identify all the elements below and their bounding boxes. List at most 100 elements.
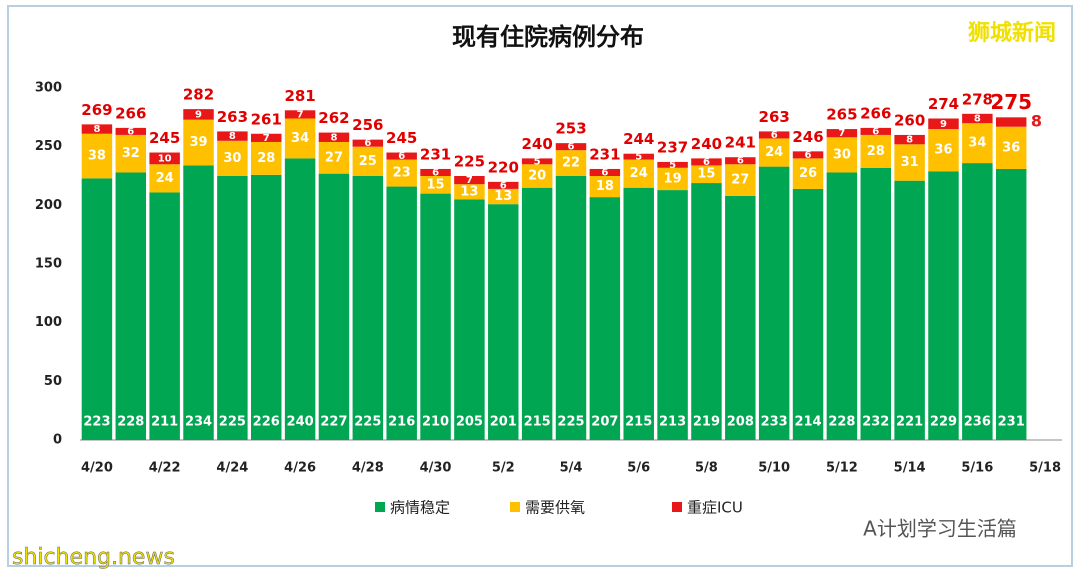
value-label: 8 [229,131,236,142]
value-label: 9 [195,109,202,120]
bar-segment [995,168,1027,440]
total-label: 241 [725,134,756,152]
value-label: 13 [494,189,512,204]
value-label: 34 [291,131,309,146]
value-label: 25 [359,154,377,169]
total-label: 263 [759,108,790,126]
value-label: 15 [427,177,445,192]
bar-segment [352,176,384,440]
total-label: 245 [386,129,417,147]
x-tick-label: 4/30 [420,461,452,476]
value-label: 8 [974,114,981,125]
value-label: 240 [287,415,314,430]
bar-segment [555,150,587,176]
value-label: 38 [88,149,106,164]
bar-segment [115,172,147,441]
value-label: 221 [896,415,923,430]
total-label: 261 [251,110,282,128]
value-label: 6 [398,151,405,162]
bar-segment [589,168,621,176]
bar-segment [792,151,824,159]
total-label: 237 [657,138,688,156]
bar-segment [521,158,553,165]
value-label: 6 [872,126,879,137]
bar-segment [792,158,824,189]
bar-segment [792,188,824,440]
bar-segment [555,143,587,151]
value-label: 223 [83,415,110,430]
bar-segment [115,127,147,135]
legend-swatch [510,502,520,512]
value-label: 27 [325,150,343,165]
y-tick-label: 300 [35,81,62,96]
bar-segment [826,137,858,173]
bar-segment [623,159,654,188]
value-label: 6 [805,150,812,161]
watermark: shicheng.news [12,545,175,570]
bar-segment [386,186,417,440]
bar-segment [691,183,722,441]
bar-segment [623,153,654,160]
value-label: 24 [630,166,648,181]
bar-segment [318,173,350,441]
x-tick-label: 5/12 [826,461,858,476]
value-label: 234 [185,415,212,430]
total-label: 262 [318,109,349,127]
bar-segment [420,168,451,176]
bar-segment [962,163,993,441]
value-label: 231 [998,415,1025,430]
value-label: 6 [568,142,575,153]
legend-label: 病情稳定 [390,499,450,517]
value-label: 215 [625,415,652,430]
x-tick-label: 5/6 [627,461,650,476]
value-label: 5 [669,160,676,171]
value-label: 26 [799,166,817,181]
legend-swatch [672,502,682,512]
bar-segment [894,134,925,145]
value-label: 5 [534,156,541,167]
bar-segment [217,140,248,176]
bar-segment [386,159,417,187]
watermark: 狮城新闻 [968,20,1056,46]
value-label: 225 [557,415,584,430]
bar-segment [860,127,891,135]
value-label: 24 [156,171,174,186]
y-tick-label: 250 [35,139,62,154]
total-label: 266 [115,104,146,122]
bar-segment [894,180,925,440]
total-label: 225 [454,153,485,171]
bar-segment [352,139,384,147]
value-label: 232 [862,415,889,430]
chart-title: 现有住院病例分布 [452,23,644,51]
x-tick-label: 5/10 [758,461,790,476]
value-label: 24 [765,145,783,160]
value-label: 15 [697,167,715,182]
x-tick-label: 4/20 [81,461,113,476]
value-label: 227 [320,415,347,430]
value-label: 7 [263,133,270,144]
bar-segment [454,184,485,200]
value-label: 6 [500,180,507,191]
value-label: 211 [151,415,178,430]
value-label: 30 [223,151,241,166]
value-label: 36 [934,143,952,158]
bar-segment [420,176,451,194]
total-label: 240 [691,135,722,153]
total-label: 240 [521,135,552,153]
value-label: 6 [127,126,134,137]
bar-segment [115,134,147,173]
bar-segment [488,188,519,205]
bar-segment [826,129,858,138]
x-tick-label: 5/16 [961,461,993,476]
bar-segment [521,187,553,440]
bar-segment [318,141,350,174]
value-label: 39 [189,135,207,150]
total-label: 265 [826,106,857,124]
bar-segment [420,193,451,440]
value-label: 8 [906,135,913,146]
bar-segment [251,141,282,175]
value-label: 31 [901,155,919,170]
bar-segment [386,152,417,160]
bar-segment [81,178,113,440]
